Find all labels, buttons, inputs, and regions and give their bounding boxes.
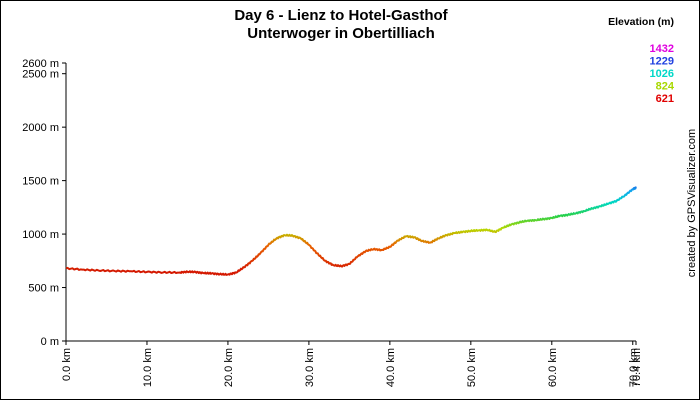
y-tick-label: 2000 m [22, 122, 59, 134]
y-tick-label: 2500 m [22, 69, 59, 81]
x-tick-label: 40.0 km [385, 348, 397, 387]
x-tick-label: 30.0 km [304, 348, 316, 387]
x-tick-label: 10.0 km [142, 348, 154, 387]
y-tick-label: 500 m [28, 283, 59, 295]
x-tick-label: 70.0 km [628, 348, 640, 387]
chart-title-line-2: Unterwoger in Obertilliach [247, 25, 435, 42]
elevation-line [65, 186, 637, 276]
x-tick-label: 70.4 km [631, 348, 643, 387]
legend-title: Elevation (m) [608, 16, 674, 28]
x-axis-ticks: 0.0 km 10.0 km 20.0 km 30.0 km 40.0 km 50.0 k… [61, 341, 643, 387]
legend-item: 1432 [650, 43, 674, 55]
legend-item: 824 [656, 81, 675, 93]
legend-item: 1026 [650, 68, 674, 80]
legend-item: 1229 [650, 56, 674, 68]
x-tick-label: 20.0 km [223, 348, 235, 387]
chart-title-line-1: Day 6 - Lienz to Hotel-Gasthof [234, 7, 448, 24]
legend-item: 621 [656, 93, 674, 105]
x-tick-label: 50.0 km [466, 348, 478, 387]
credit-text: created by GPSVisualizer.com [686, 129, 698, 277]
y-tick-label: 2600 m [22, 58, 59, 70]
x-tick-label: 60.0 km [547, 348, 559, 387]
y-tick-label: 0 m [41, 336, 59, 348]
y-tick-label: 1000 m [22, 229, 59, 241]
y-tick-label: 1500 m [22, 176, 59, 188]
x-tick-label: 0.0 km [61, 348, 73, 381]
